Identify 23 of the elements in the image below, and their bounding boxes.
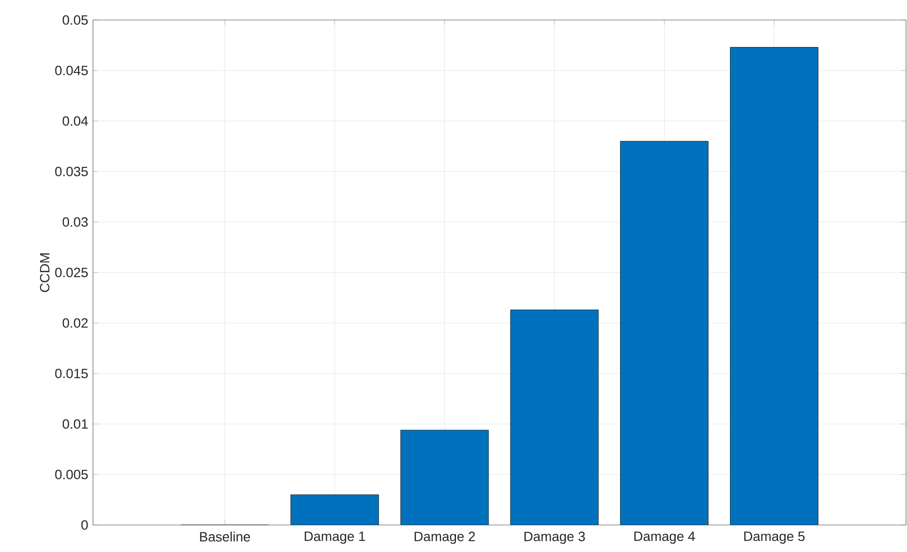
x-tick-label: Damage 4 bbox=[634, 532, 695, 544]
y-tick-label: 0.03 bbox=[62, 217, 88, 227]
bar bbox=[290, 494, 379, 525]
x-tick-label: Damage 1 bbox=[304, 532, 366, 544]
x-tick-label: Damage 3 bbox=[524, 532, 585, 544]
y-tick-label: 0.02 bbox=[62, 318, 88, 328]
y-tick-label: 0 bbox=[81, 520, 88, 530]
y-tick-label: 0.045 bbox=[55, 66, 88, 76]
x-tick-label: Damage 5 bbox=[744, 532, 805, 544]
y-tick-label: 0.05 bbox=[62, 15, 88, 25]
y-tick-label: 0.04 bbox=[62, 116, 88, 126]
x-tick-label: Damage 2 bbox=[414, 532, 475, 544]
x-tick-label: Baseline bbox=[200, 532, 250, 542]
y-tick-label: 0.005 bbox=[55, 470, 88, 480]
bar bbox=[730, 47, 818, 525]
bar bbox=[510, 310, 598, 525]
y-axis-title: CCDM bbox=[40, 253, 50, 292]
bar bbox=[400, 430, 489, 525]
y-tick-label: 0.015 bbox=[55, 368, 88, 378]
y-tick-label: 0.025 bbox=[55, 268, 88, 278]
y-tick-label: 0.035 bbox=[55, 166, 88, 176]
y-tick-label: 0.01 bbox=[62, 419, 88, 429]
bar bbox=[620, 141, 708, 525]
